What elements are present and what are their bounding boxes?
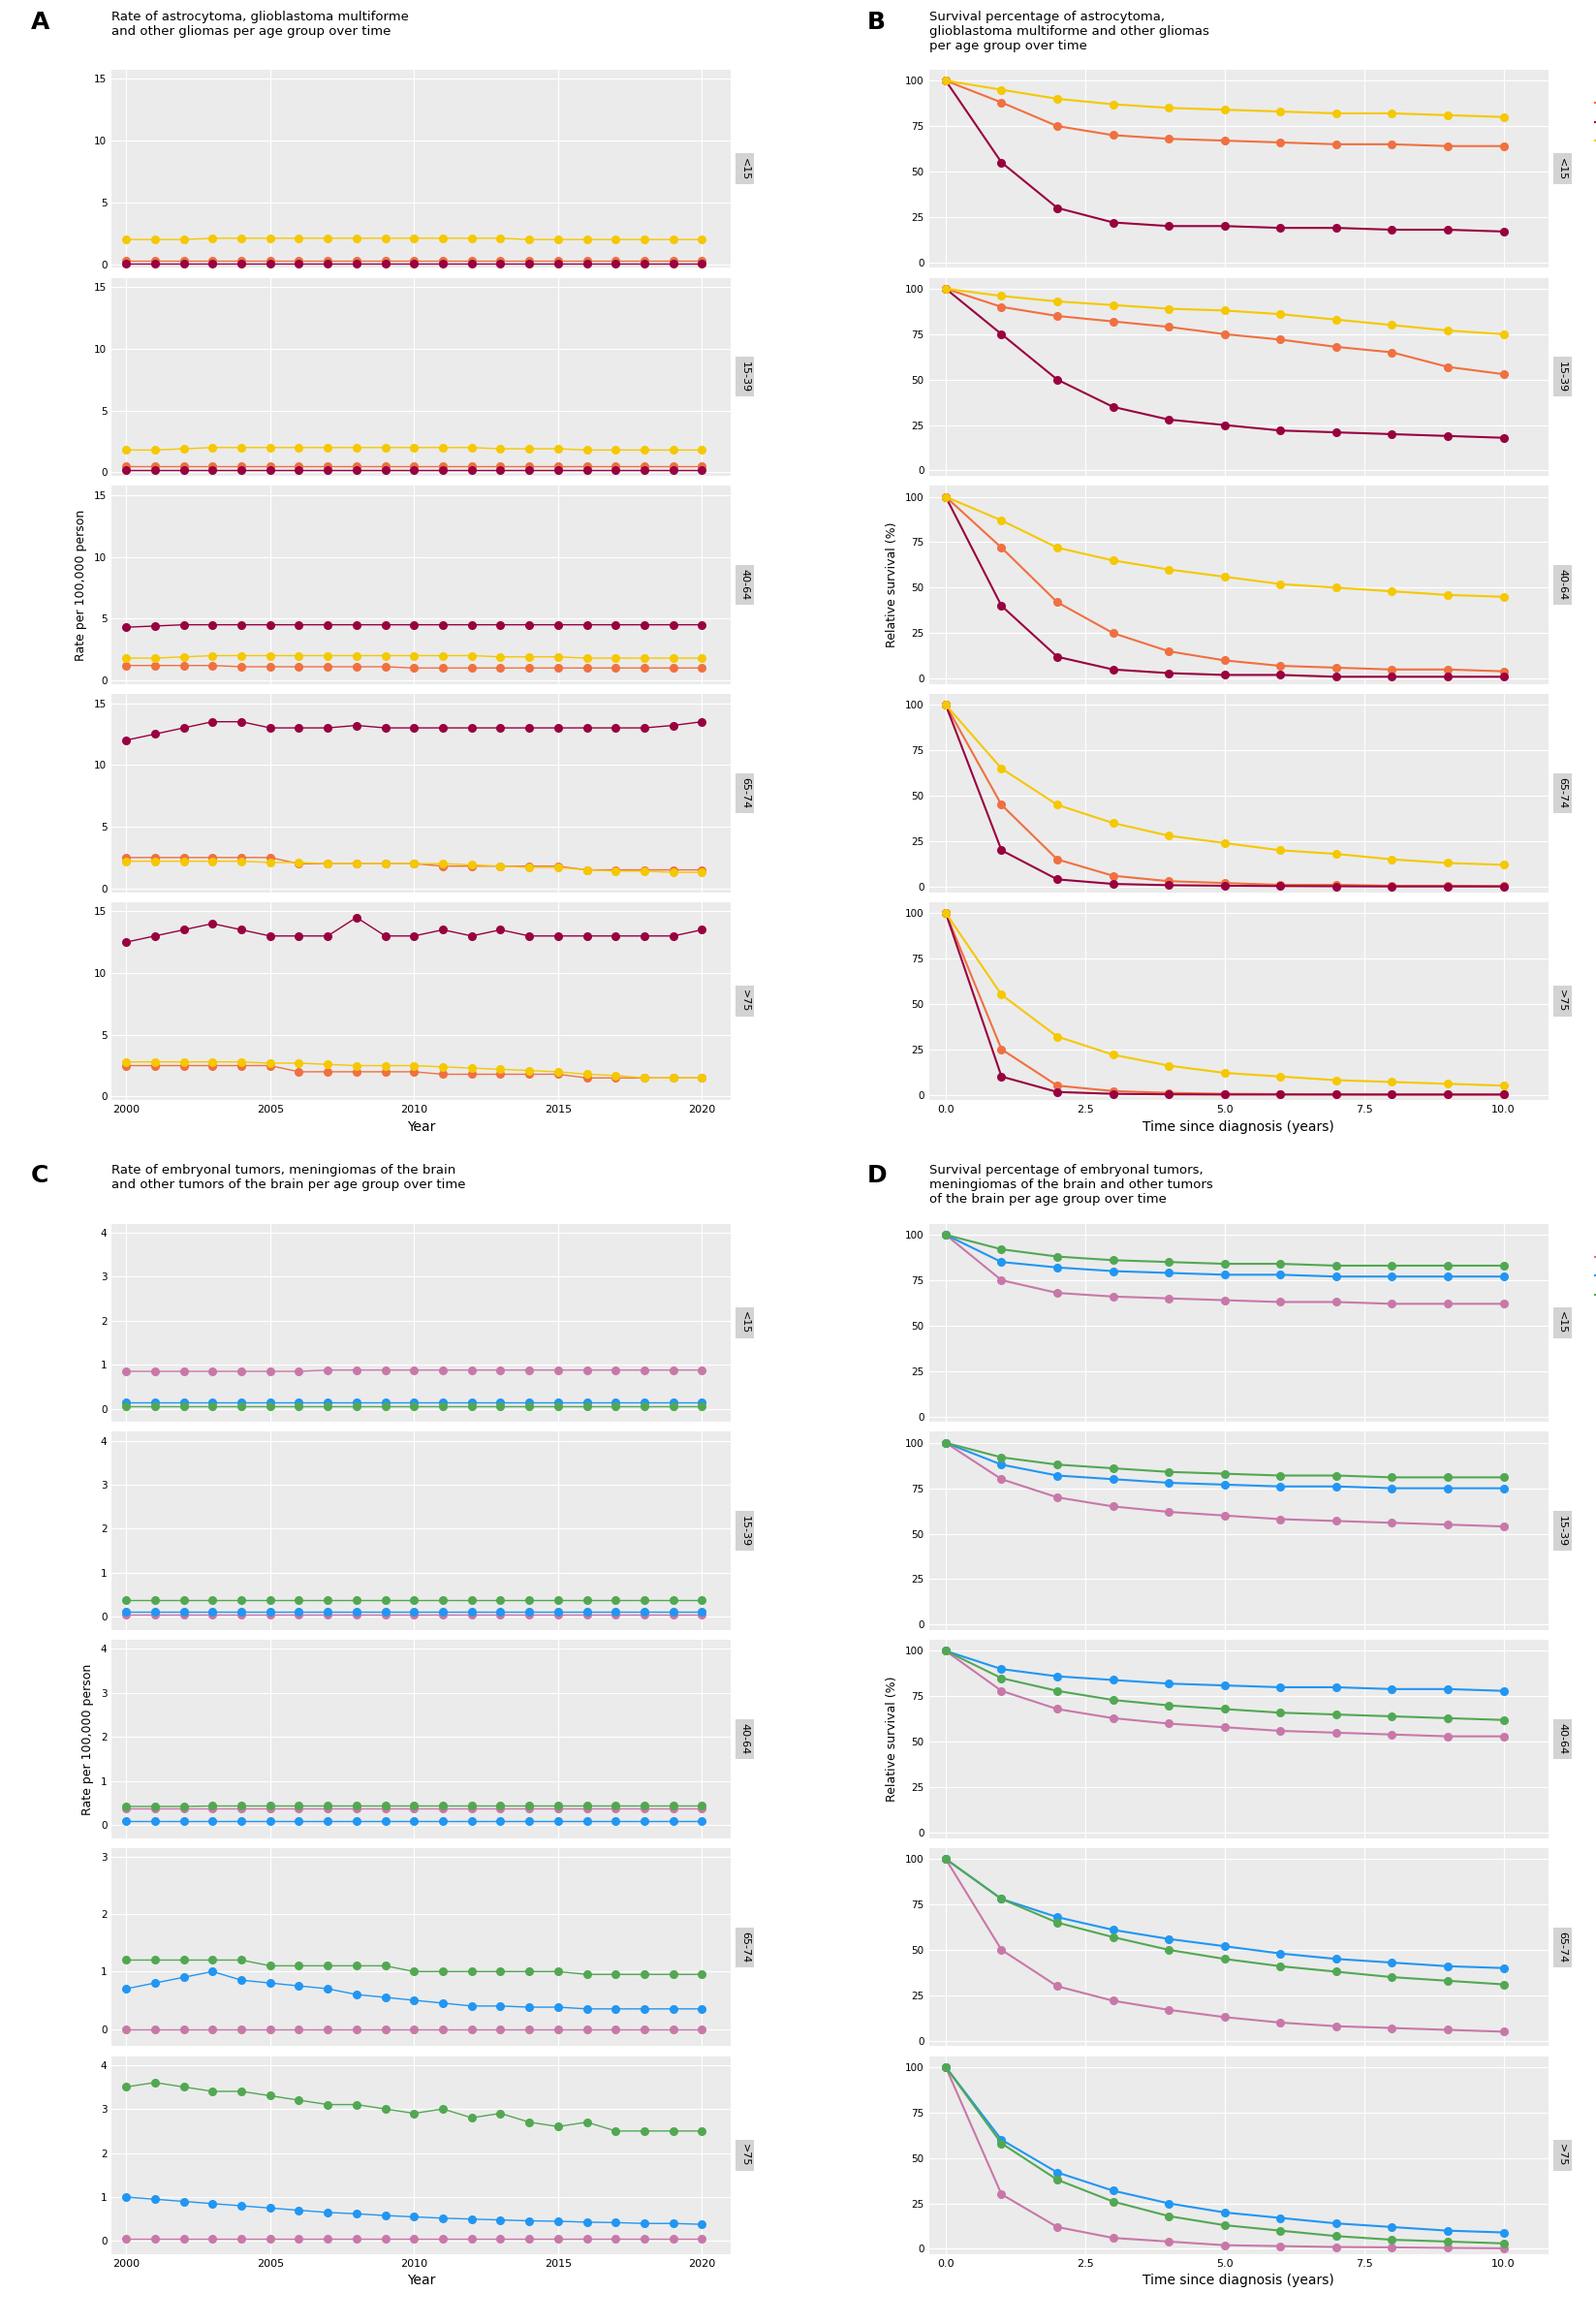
Text: Survival percentage of embryonal tumors,
meningiomas of the brain and other tumo: Survival percentage of embryonal tumors,…: [929, 1164, 1213, 1206]
Text: <15: <15: [1558, 1311, 1567, 1334]
Text: 40-64: 40-64: [1558, 1724, 1567, 1755]
Y-axis label: Rate per 100,000 person: Rate per 100,000 person: [75, 509, 88, 660]
Text: >75: >75: [741, 2143, 750, 2166]
X-axis label: Time since diagnosis (years): Time since diagnosis (years): [1143, 2275, 1334, 2287]
Text: Rate of astrocytoma, glioblastoma multiforme
and other gliomas per age group ove: Rate of astrocytoma, glioblastoma multif…: [112, 9, 409, 37]
Text: C: C: [32, 1164, 49, 1188]
Text: 40-64: 40-64: [741, 1724, 750, 1755]
Text: 65-74: 65-74: [741, 1931, 750, 1964]
Text: Rate of embryonal tumors, meningiomas of the brain
and other tumors of the brain: Rate of embryonal tumors, meningiomas of…: [112, 1164, 466, 1192]
Legend: ET, MB, OTB: ET, MB, OTB: [1591, 1229, 1596, 1306]
Text: <15: <15: [741, 158, 750, 179]
Text: >75: >75: [741, 990, 750, 1013]
Text: 15-39: 15-39: [1558, 1515, 1567, 1545]
Text: 40-64: 40-64: [741, 569, 750, 600]
Text: >75: >75: [1558, 990, 1567, 1013]
Text: 65-74: 65-74: [1558, 779, 1567, 809]
Text: A: A: [32, 9, 49, 33]
Text: Survival percentage of astrocytoma,
glioblastoma multiforme and other gliomas
pe: Survival percentage of astrocytoma, glio…: [929, 9, 1208, 51]
X-axis label: Year: Year: [407, 1120, 436, 1134]
Y-axis label: Rate per 100,000 person: Rate per 100,000 person: [81, 1664, 94, 1815]
Text: <15: <15: [741, 1311, 750, 1334]
Text: B: B: [867, 9, 886, 33]
Text: 15-39: 15-39: [741, 360, 750, 393]
Legend: DA+AA, GBM, OG: DA+AA, GBM, OG: [1591, 77, 1596, 151]
Text: 65-74: 65-74: [741, 779, 750, 809]
Text: <15: <15: [1558, 158, 1567, 179]
Text: >75: >75: [1558, 2143, 1567, 2166]
Y-axis label: Relative survival (%): Relative survival (%): [886, 1676, 899, 1801]
Text: 15-39: 15-39: [741, 1515, 750, 1545]
X-axis label: Time since diagnosis (years): Time since diagnosis (years): [1143, 1120, 1334, 1134]
X-axis label: Year: Year: [407, 2275, 436, 2287]
Text: 65-74: 65-74: [1558, 1931, 1567, 1964]
Y-axis label: Relative survival (%): Relative survival (%): [886, 523, 899, 648]
Text: D: D: [867, 1164, 887, 1188]
Text: 40-64: 40-64: [1558, 569, 1567, 600]
Text: 15-39: 15-39: [1558, 360, 1567, 393]
